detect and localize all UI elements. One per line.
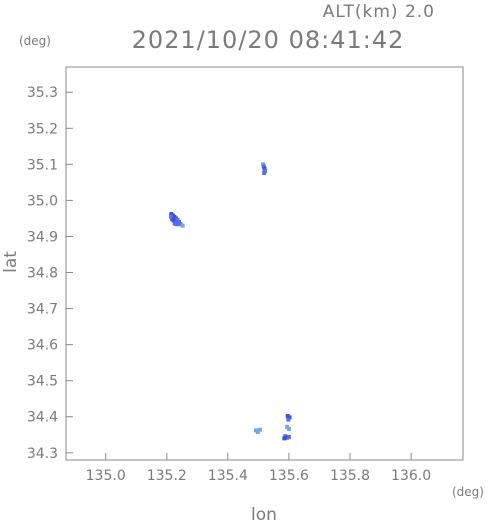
echo-point xyxy=(286,426,291,431)
x-unit-label: (deg) xyxy=(452,485,484,499)
echo-point xyxy=(180,223,185,228)
echo-points xyxy=(169,162,292,441)
y-tick-label: 34.5 xyxy=(27,374,58,390)
x-tick-label: 135.8 xyxy=(330,468,370,484)
echo-point xyxy=(174,222,179,227)
echo-point xyxy=(175,217,180,222)
echo-point xyxy=(282,436,287,441)
datetime-label: 2021/10/20 08:41:42 xyxy=(132,26,405,54)
echo-point xyxy=(286,434,291,439)
x-tick-label: 135.6 xyxy=(269,468,309,484)
echo-point xyxy=(169,214,174,219)
y-tick-group: 34.3 34.4 34.5 34.6 34.7 34.8 34.9 35.0 35.1 35.2… xyxy=(27,85,73,462)
y-tick-label: 34.9 xyxy=(27,229,58,245)
y-tick-label: 34.3 xyxy=(27,446,58,462)
altitude-label: ALT(km) 2.0 xyxy=(323,2,435,22)
echo-point xyxy=(285,424,290,429)
x-tick-group: 135.0 135.2 135.4 135.6 135.8 136.0 xyxy=(86,453,431,484)
y-tick-label: 34.7 xyxy=(27,302,58,318)
echo-point xyxy=(287,415,292,420)
y-tick-label: 35.3 xyxy=(27,85,58,101)
y-axis-title: lat xyxy=(1,251,21,273)
echo-point xyxy=(261,164,266,169)
echo-point xyxy=(255,429,260,434)
plot-frame xyxy=(65,66,464,461)
x-tick-label: 135.2 xyxy=(147,468,187,484)
y-tick-label: 35.2 xyxy=(27,121,58,137)
echo-point xyxy=(262,166,267,171)
x-tick-label: 136.0 xyxy=(391,468,431,484)
echo-point xyxy=(178,222,183,227)
y-tick-label: 35.0 xyxy=(27,193,58,209)
echo-point xyxy=(257,427,262,432)
x-tick-label: 135.4 xyxy=(208,468,248,484)
echo-point xyxy=(286,417,291,422)
echo-point xyxy=(263,168,268,173)
echo-point xyxy=(176,220,181,225)
echo-point xyxy=(260,162,265,167)
x-axis-title: lon xyxy=(251,505,277,521)
echo-point xyxy=(262,171,267,176)
x-tick-label: 135.0 xyxy=(86,468,126,484)
echo-point xyxy=(173,219,178,224)
y-tick-label: 34.4 xyxy=(27,410,58,426)
y-tick-label: 34.8 xyxy=(27,266,58,282)
y-tick-label: 34.6 xyxy=(27,338,58,354)
y-unit-label: (deg) xyxy=(19,34,51,48)
y-tick-label: 35.1 xyxy=(27,157,58,173)
